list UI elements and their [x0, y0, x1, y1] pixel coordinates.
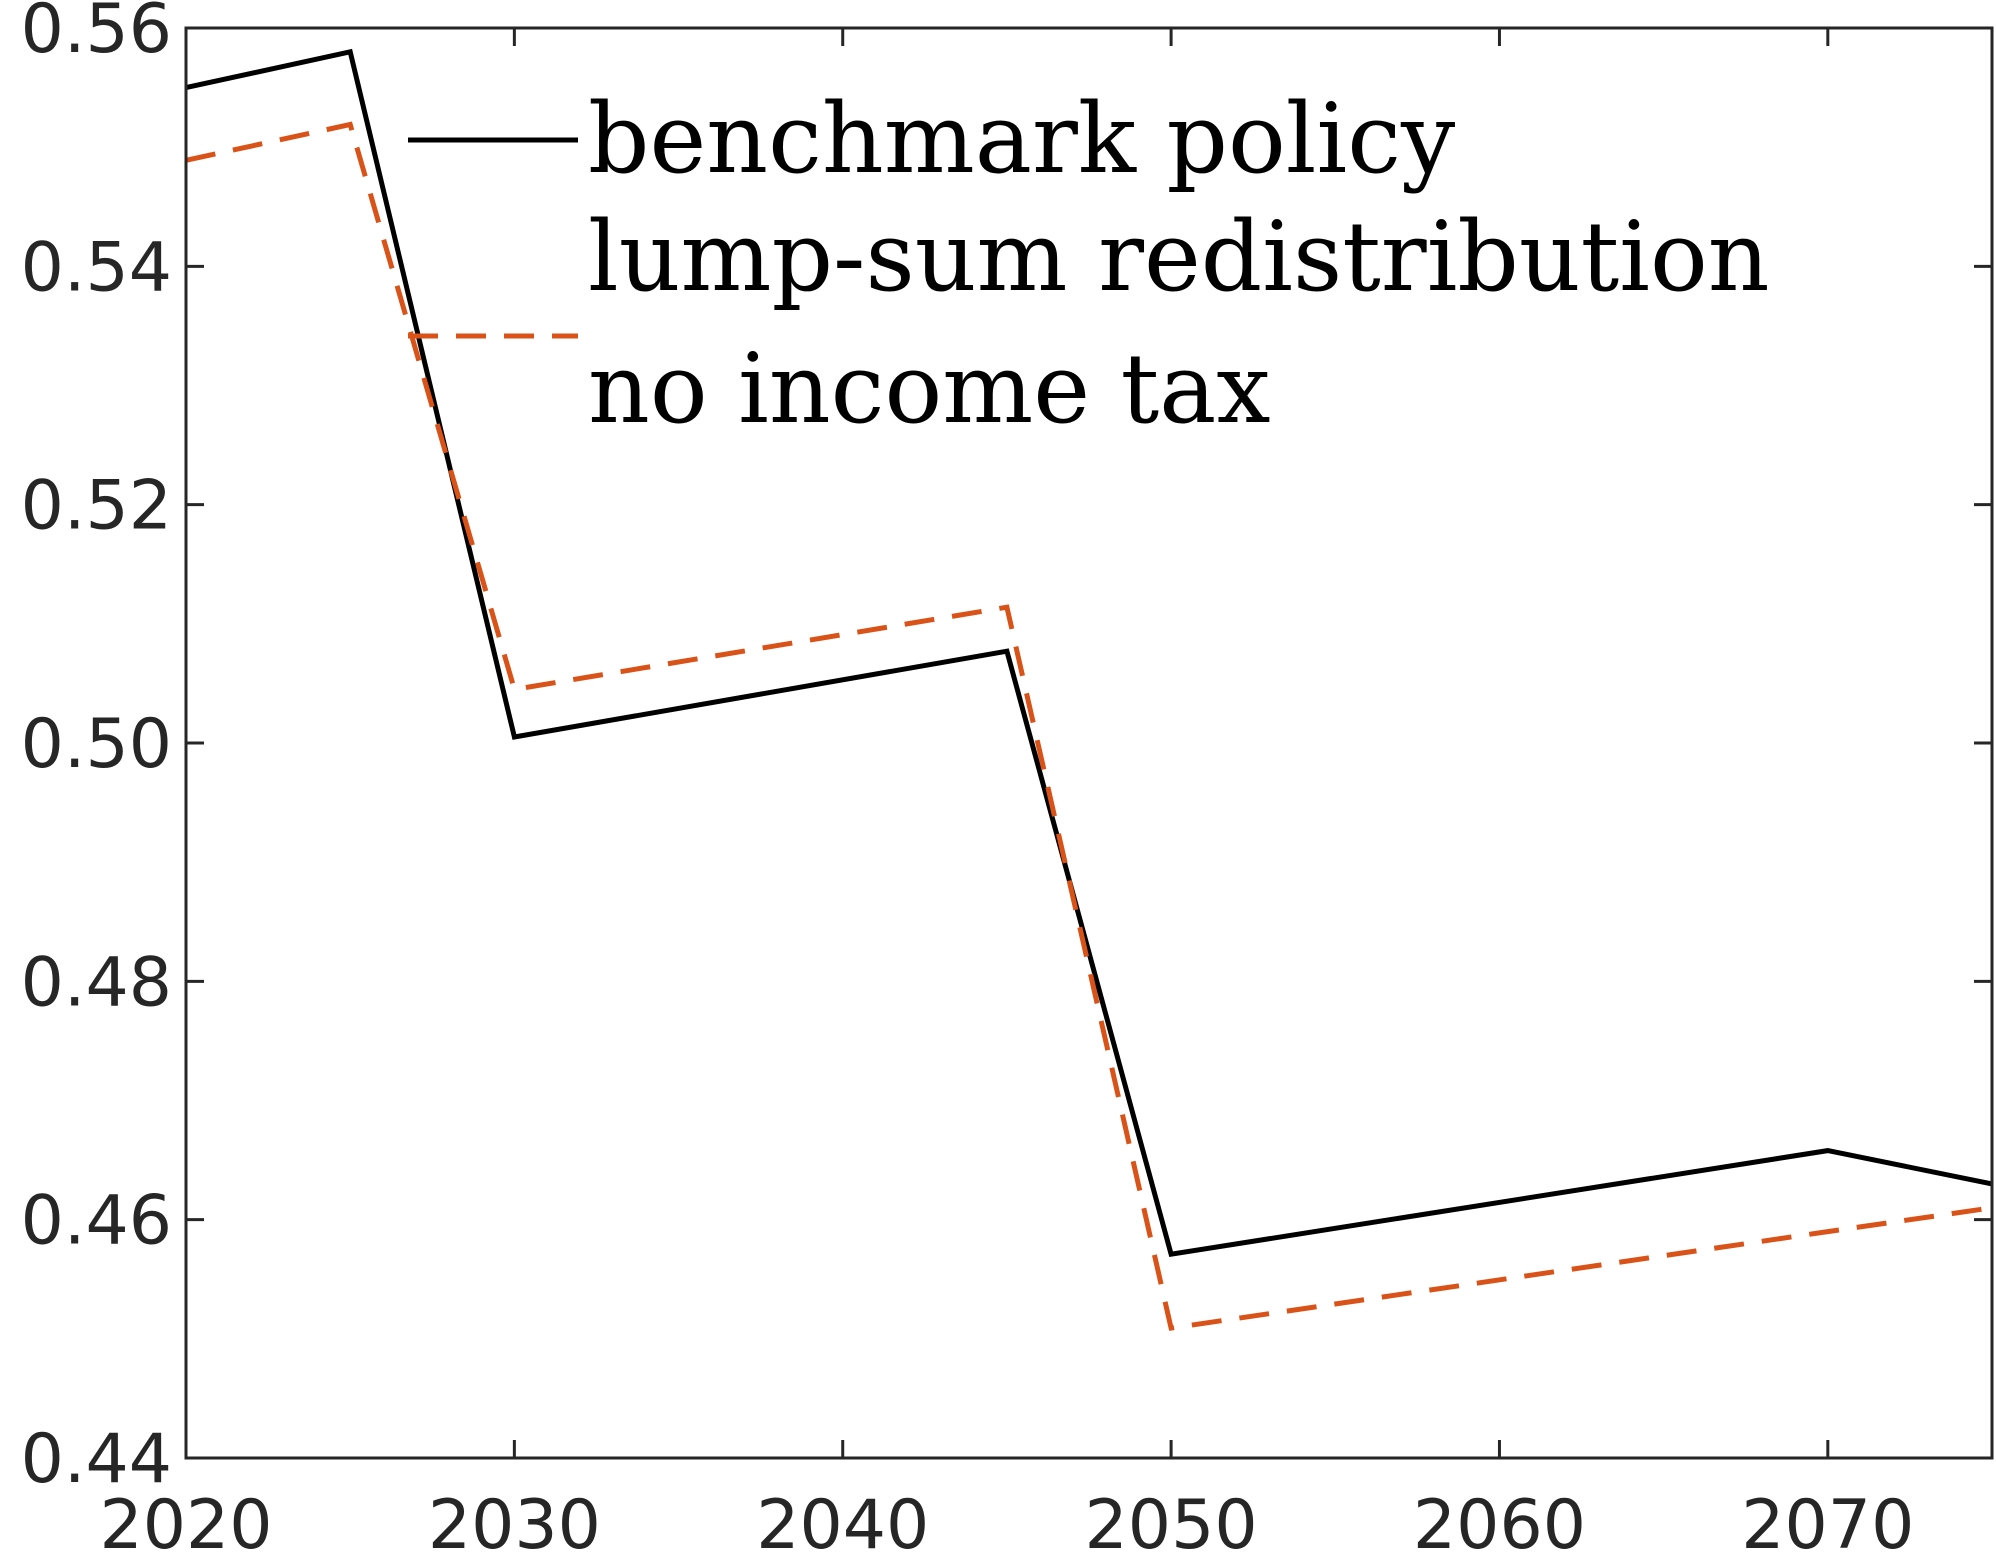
x-tick-label: 2070 [1741, 1486, 1914, 1554]
y-tick-label: 0.50 [21, 705, 172, 784]
x-tick-label: 2020 [99, 1486, 272, 1554]
y-tick-label: 0.54 [21, 228, 172, 307]
x-tick-label: 2030 [428, 1486, 601, 1554]
x-tick-label: 2040 [756, 1486, 929, 1554]
series-line-2 [185, 121, 1993, 1331]
x-tick-label: 2050 [1085, 1486, 1258, 1554]
y-tick-label: 0.44 [21, 1420, 172, 1499]
y-tick-label: 0.52 [21, 467, 172, 546]
y-tick-label: 0.48 [21, 943, 172, 1022]
ticks-layer: 2020 2030 2040 2050 2060 2070 0.44 0.46 0.48 0.50… [21, 0, 1992, 1554]
y-tick-label: 0.56 [21, 0, 172, 69]
legend-label-2: no income tax [588, 333, 1271, 445]
legend-label-0: benchmark policy [588, 83, 1455, 195]
legend-label-1: lump-sum redistribution [588, 201, 1770, 313]
y-tick-label: 0.46 [21, 1182, 172, 1261]
x-tick-label: 2060 [1413, 1486, 1586, 1554]
series-layer [185, 48, 1993, 1331]
series-line-0 [185, 48, 1993, 1258]
